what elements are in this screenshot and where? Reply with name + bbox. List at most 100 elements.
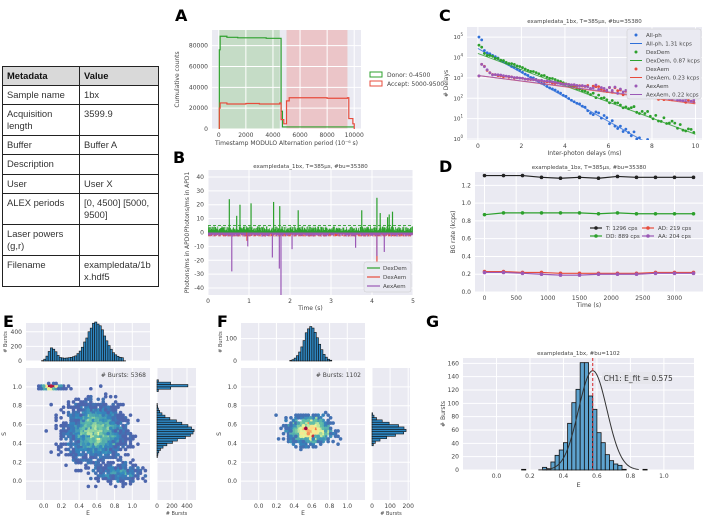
chart-f-hexbin	[289, 431, 293, 436]
chart-e-top-hist-bar	[89, 327, 93, 362]
chart-e-hexbin	[101, 466, 106, 470]
chart-e-hexbin	[81, 450, 86, 454]
chart-c-ylabel: # Delays	[443, 70, 450, 97]
chart-f-hexbin	[299, 437, 303, 441]
chart-d-point	[539, 272, 544, 277]
chart-e-hexbin	[123, 452, 128, 457]
chart-f-side-hist-bar	[371, 417, 377, 421]
chart-e-hexbin	[74, 405, 78, 410]
chart-c-point	[616, 101, 620, 105]
chart-e-side-hist-bar	[156, 445, 164, 449]
chart-d-xtick-label: 2500	[635, 295, 650, 302]
chart-c-point	[477, 35, 481, 39]
chart-f-top-hist-bar	[307, 328, 310, 362]
chart-e-hexbin	[98, 421, 103, 425]
chart-c-point	[678, 123, 682, 126]
chart-e-hexbin	[86, 431, 91, 436]
chart-e-hexbin	[143, 474, 148, 478]
chart-c-point	[488, 54, 492, 57]
chart-e-hexbin	[108, 450, 113, 454]
chart-e-hexbin	[126, 421, 130, 425]
chart-e-hexbin	[116, 466, 120, 470]
chart-e-hexbin	[116, 405, 120, 410]
chart-d-point	[672, 211, 677, 216]
chart-c-point	[485, 68, 489, 72]
chart-e-top-hist-bar	[76, 353, 80, 362]
metadata-key: ALEX periods	[2, 193, 80, 225]
chart-f-hexbin	[326, 431, 330, 436]
chart-c-point	[570, 83, 573, 87]
chart-e-hexbin	[108, 460, 113, 465]
chart-b-xtick-label: 3	[329, 298, 333, 305]
chart-c-point	[483, 52, 486, 55]
chart-g-ylabel: # Bursts	[440, 401, 447, 427]
chart-g-bar	[609, 460, 615, 471]
chart-e-hexbin	[98, 463, 103, 468]
chart-e-hexbin	[93, 415, 98, 420]
chart-e-hexbin	[101, 426, 106, 431]
chart-e-hexbin	[74, 442, 78, 446]
chart-e-hexbin	[71, 410, 76, 415]
chart-e-hexbin	[84, 405, 88, 410]
chart-c-point	[493, 56, 497, 60]
chart-f-hexbin	[316, 434, 321, 439]
chart-b-legend-label: AexAem	[383, 284, 406, 290]
chart-a-xtick-label: 10000	[345, 132, 364, 139]
chart-e-hexbin	[59, 384, 63, 388]
chart-e-hexbin	[61, 434, 66, 439]
chart-e-hexbin	[101, 405, 106, 410]
chart-e-top-hist-bar	[67, 357, 71, 362]
chart-e-hexbin	[86, 402, 91, 407]
chart-e-hexbin	[71, 423, 76, 428]
chart-e-hexbin	[81, 421, 86, 425]
chart-f-hexbin	[321, 426, 325, 431]
chart-e-hexbin	[98, 471, 103, 476]
chart-e-hexbin	[89, 434, 93, 439]
chart-a-xtick-label: 4000	[265, 132, 280, 139]
chart-f-hexbin	[294, 445, 298, 449]
chart-b-ytick-label: 30	[196, 188, 204, 195]
chart-e-hexbin	[131, 434, 135, 439]
chart-g-title: exampledata_1bx, #bu=1102	[537, 351, 620, 357]
chart-e-hexbin	[49, 386, 53, 391]
chart-e-hexbin	[79, 437, 83, 441]
chart-c-point	[610, 99, 614, 102]
chart-c-point	[586, 91, 590, 94]
chart-e-xlabel: E	[86, 510, 90, 517]
chart-e-hexbin	[106, 468, 110, 473]
chart-f-hexbin	[313, 431, 318, 436]
chart-e-hexbin	[106, 476, 110, 481]
chart-c-point	[597, 85, 601, 89]
chart-e-hexbin	[111, 445, 115, 449]
chart-e-hexbin	[108, 423, 113, 428]
chart-e-hexbin	[101, 442, 106, 446]
chart-e-hexbin	[111, 423, 115, 428]
chart-e-hexbin	[61, 384, 66, 388]
chart-e-hexbin	[96, 439, 101, 444]
chart-e-hexbin	[69, 439, 73, 444]
chart-e-hexbin	[76, 423, 81, 428]
chart-e-ytick-label: 0.0	[12, 478, 22, 485]
chart-c-point	[491, 54, 494, 58]
chart-e-hexbin	[84, 447, 88, 452]
chart-f-hexbin	[318, 429, 323, 433]
chart-e-hexbin	[64, 452, 68, 457]
chart-e-hexbin	[116, 402, 120, 407]
chart-f-top-hist-bar	[313, 332, 317, 362]
chart-f-top-hist-bar	[293, 357, 297, 362]
chart-e-hexbin	[74, 421, 78, 425]
chart-g-ytick-label: 100	[448, 400, 460, 407]
chart-d-ytick-label: 0.4	[461, 253, 471, 260]
chart-f-hexbin	[289, 415, 293, 420]
chart-e-top-hist-bar	[61, 357, 64, 362]
chart-e-hexbin	[121, 468, 125, 473]
chart-e-hexbin	[89, 405, 93, 410]
chart-c-point	[616, 89, 620, 93]
panel-label-g: G	[426, 312, 440, 331]
chart-e-hexbin	[126, 431, 130, 436]
chart-e-hexbin	[108, 421, 113, 425]
chart-e-top-hist-bar	[87, 331, 91, 362]
chart-c-point	[504, 60, 508, 64]
chart-a-xtick-label: 8000	[319, 132, 334, 139]
chart-e-hexbin	[54, 426, 58, 431]
